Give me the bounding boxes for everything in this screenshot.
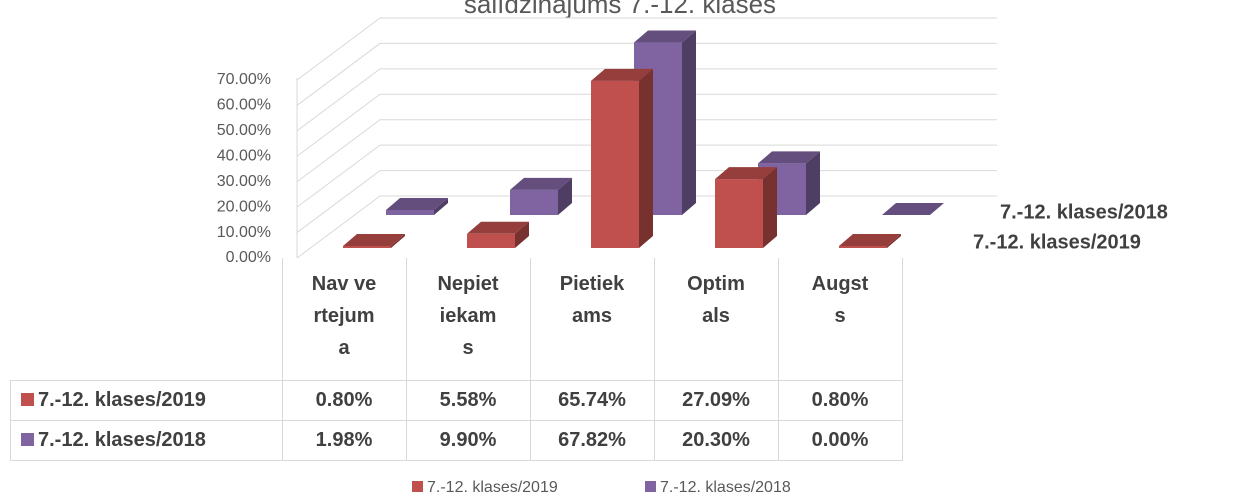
- bar: [467, 221, 529, 248]
- grid-line: [296, 93, 997, 157]
- bar-top: [758, 151, 820, 164]
- value-cell: 27.09%: [653, 380, 779, 421]
- bar-front: [510, 189, 558, 215]
- bar-top: [634, 30, 696, 43]
- data-label: 65.74%: [558, 389, 626, 411]
- y-tick-label: 40.00%: [217, 148, 271, 165]
- bar-side: [763, 167, 777, 248]
- bar-side: [806, 151, 820, 215]
- value-cell: 9.90%: [405, 420, 531, 461]
- bar-side: [682, 30, 696, 216]
- series-name-cell: 7.-12. klases/2018: [10, 420, 283, 461]
- bar-front: [386, 209, 434, 215]
- bar-top: [510, 177, 572, 190]
- legend-swatch: [645, 481, 656, 492]
- legend-label: 7.-12. klases/2019: [427, 479, 558, 496]
- bar-top: [343, 233, 405, 246]
- bar-side: [434, 197, 448, 215]
- table-header-cell: Pietiekams: [529, 258, 655, 381]
- bar-front: [591, 80, 639, 248]
- depth-label: 7.-12. klases/2019: [973, 231, 1141, 253]
- legend-label: 7.-12. klases/2018: [660, 479, 791, 496]
- bar-side: [558, 177, 572, 215]
- y-tick-label: 70.00%: [217, 71, 271, 88]
- grid-line: [296, 119, 997, 183]
- bar: [882, 203, 944, 215]
- table-corner: [11, 258, 283, 381]
- table-header-cell: Augsts: [777, 258, 903, 381]
- bar-side: [639, 68, 653, 248]
- category-label: Pietiekams: [559, 273, 625, 327]
- category-label: Augsts: [811, 273, 869, 327]
- value-cell: 5.58%: [405, 380, 531, 421]
- table-header-cell: Optimals: [653, 258, 779, 381]
- bar: [715, 167, 777, 248]
- value-cell: 65.74%: [529, 380, 655, 421]
- y-tick-label: 30.00%: [217, 173, 271, 190]
- y-tick-label: 60.00%: [217, 97, 271, 114]
- bar: [510, 177, 572, 215]
- data-label: 1.98%: [315, 429, 373, 451]
- bar-front: [343, 245, 391, 248]
- depth-label: 7.-12. klases/2018: [1000, 201, 1168, 223]
- grid-line: [296, 42, 997, 106]
- value-cell: 1.98%: [281, 420, 407, 461]
- table-row: 7.-12. klases/2018 1.98% 9.90% 67.82% 20.30%…: [10, 420, 903, 461]
- data-label: 0.80%: [811, 389, 869, 411]
- bar-side: [887, 233, 901, 248]
- category-label: Nav vertejuma: [311, 273, 377, 359]
- data-label: 5.58%: [439, 389, 497, 411]
- category-label: Optimals: [687, 273, 745, 327]
- value-cell: 0.80%: [777, 380, 903, 421]
- table-row: 7.-12. klases/2019 0.80% 5.58% 65.74% 27.09%…: [10, 380, 903, 421]
- y-tick-label: 10.00%: [217, 224, 271, 241]
- bar: [343, 233, 405, 248]
- data-label: 20.30%: [682, 429, 750, 451]
- bar-top: [882, 203, 944, 215]
- y-tick-label: 50.00%: [217, 122, 271, 139]
- data-label: 67.82%: [558, 429, 626, 451]
- grid-line: [296, 68, 997, 132]
- grid-line: [296, 17, 997, 81]
- bar: [386, 197, 448, 215]
- category-label: Nepietiekams: [437, 273, 499, 359]
- value-cell: 67.82%: [529, 420, 655, 461]
- y-tick-label: 0.00%: [226, 249, 271, 266]
- data-label: 9.90%: [439, 429, 497, 451]
- bar-front: [715, 179, 763, 248]
- value-cell: 20.30%: [653, 420, 779, 461]
- table-header-cell: Nepietiekams: [405, 258, 531, 381]
- data-label: 0.80%: [315, 389, 373, 411]
- series-name: 7.-12. klases/2018: [38, 429, 206, 451]
- series-name: 7.-12. klases/2019: [38, 389, 206, 411]
- bar-top: [591, 68, 653, 81]
- table-header-cell: Nav vertejuma: [281, 258, 407, 381]
- y-tick-label: 20.00%: [217, 198, 271, 215]
- bar-side: [391, 233, 405, 248]
- table-header-row: Nav vertejuma Nepietiekams Pietiekams Optim…: [11, 258, 903, 381]
- data-label: 27.09%: [682, 389, 750, 411]
- bar-top: [467, 221, 529, 234]
- value-cell: 0.80%: [281, 380, 407, 421]
- data-table: Nav vertejuma Nepietiekams Pietiekams Optim…: [10, 258, 903, 461]
- data-label: 0.00%: [811, 429, 869, 451]
- legend-swatch: [412, 481, 423, 492]
- bar-top: [715, 167, 777, 180]
- chart-title: salīdzinājums 7.-12. klases: [464, 0, 776, 19]
- bar: [591, 68, 653, 248]
- bar-front: [467, 233, 515, 248]
- value-cell: 0.00%: [777, 420, 903, 461]
- legend-key: [21, 393, 34, 406]
- bar-top: [386, 197, 448, 210]
- bar-top: [839, 233, 901, 246]
- series-name-cell: 7.-12. klases/2019: [10, 380, 283, 421]
- bar-front: [839, 245, 887, 248]
- grid-line: [296, 144, 997, 208]
- bar-side: [515, 221, 529, 248]
- bar: [839, 233, 901, 248]
- legend-key: [21, 433, 34, 446]
